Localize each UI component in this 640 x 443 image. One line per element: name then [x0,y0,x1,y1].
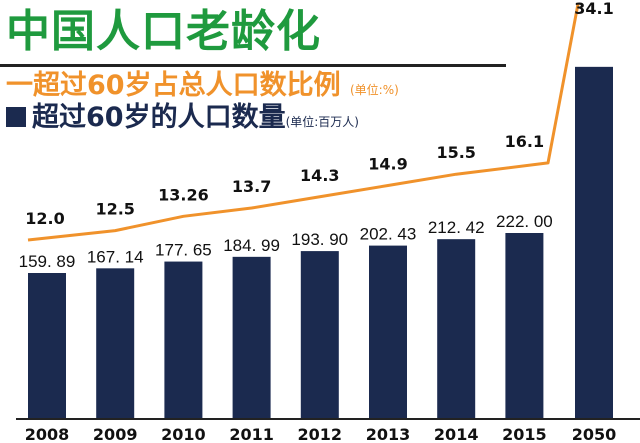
chart-title: 中国人口老龄化 [6,6,321,57]
x-tick-2008: 2008 [25,425,70,443]
line-label-2012: 14.3 [300,166,339,185]
bar-2009 [96,268,135,418]
bar-2015 [505,233,544,418]
x-tick-2012: 2012 [298,425,343,443]
bar-label-2012: 193. 90 [291,230,348,249]
line-label-2011: 13.7 [232,177,271,196]
bar-label-2011: 184. 99 [223,236,280,255]
bar-2012 [300,251,339,418]
bar-2013 [369,245,407,418]
x-tick-2010: 2010 [161,425,206,443]
bar-2014 [437,239,476,418]
legend-line-label: 超过60岁占总人口数比例 [33,70,341,101]
bar-label-2013: 202. 43 [360,225,417,244]
x-tick-2014: 2014 [434,425,479,443]
bar-label-2010: 177. 65 [155,241,212,260]
x-tick-2013: 2013 [366,425,411,443]
x-tick-2050: 2050 [572,425,617,443]
legend-bar-unit: (单位:百万人) [285,115,359,129]
title-divider [0,64,506,67]
legend-bar-label: 超过60岁的人口数量 [32,102,286,133]
x-tick-2015: 2015 [502,425,547,443]
bar-2010 [164,261,203,418]
legend-line: 一超过60岁占总人口数比例 (单位:%) [6,68,399,108]
legend-line-marker: 一 [6,70,33,101]
line-label-2015: 16.1 [505,132,544,151]
bar-2008 [28,273,66,418]
line-label-2013: 14.9 [368,154,407,173]
line-label-2010: 13.26 [158,185,209,204]
bar-label-2008: 159. 89 [19,252,76,271]
x-tick-2011: 2011 [229,425,274,443]
legend-bar-swatch [6,107,26,127]
line-label-2014: 15.5 [436,143,475,162]
line-label-2009: 12.5 [95,200,134,219]
bar-2011 [232,256,271,418]
legend-bar: 超过60岁的人口数量(单位:百万人) [6,100,359,140]
line-label-2008: 12.0 [25,209,64,228]
bar-label-2015: 222. 00 [496,212,553,231]
line-series [27,3,580,242]
bar-label-2014: 212. 42 [428,218,485,237]
line-label-2050: 34.1 [574,0,613,18]
bar-2050 [575,66,613,419]
x-tick-2009: 2009 [93,425,138,443]
bar-label-2009: 167. 14 [87,247,144,266]
legend-line-unit: (单位:%) [349,83,399,97]
